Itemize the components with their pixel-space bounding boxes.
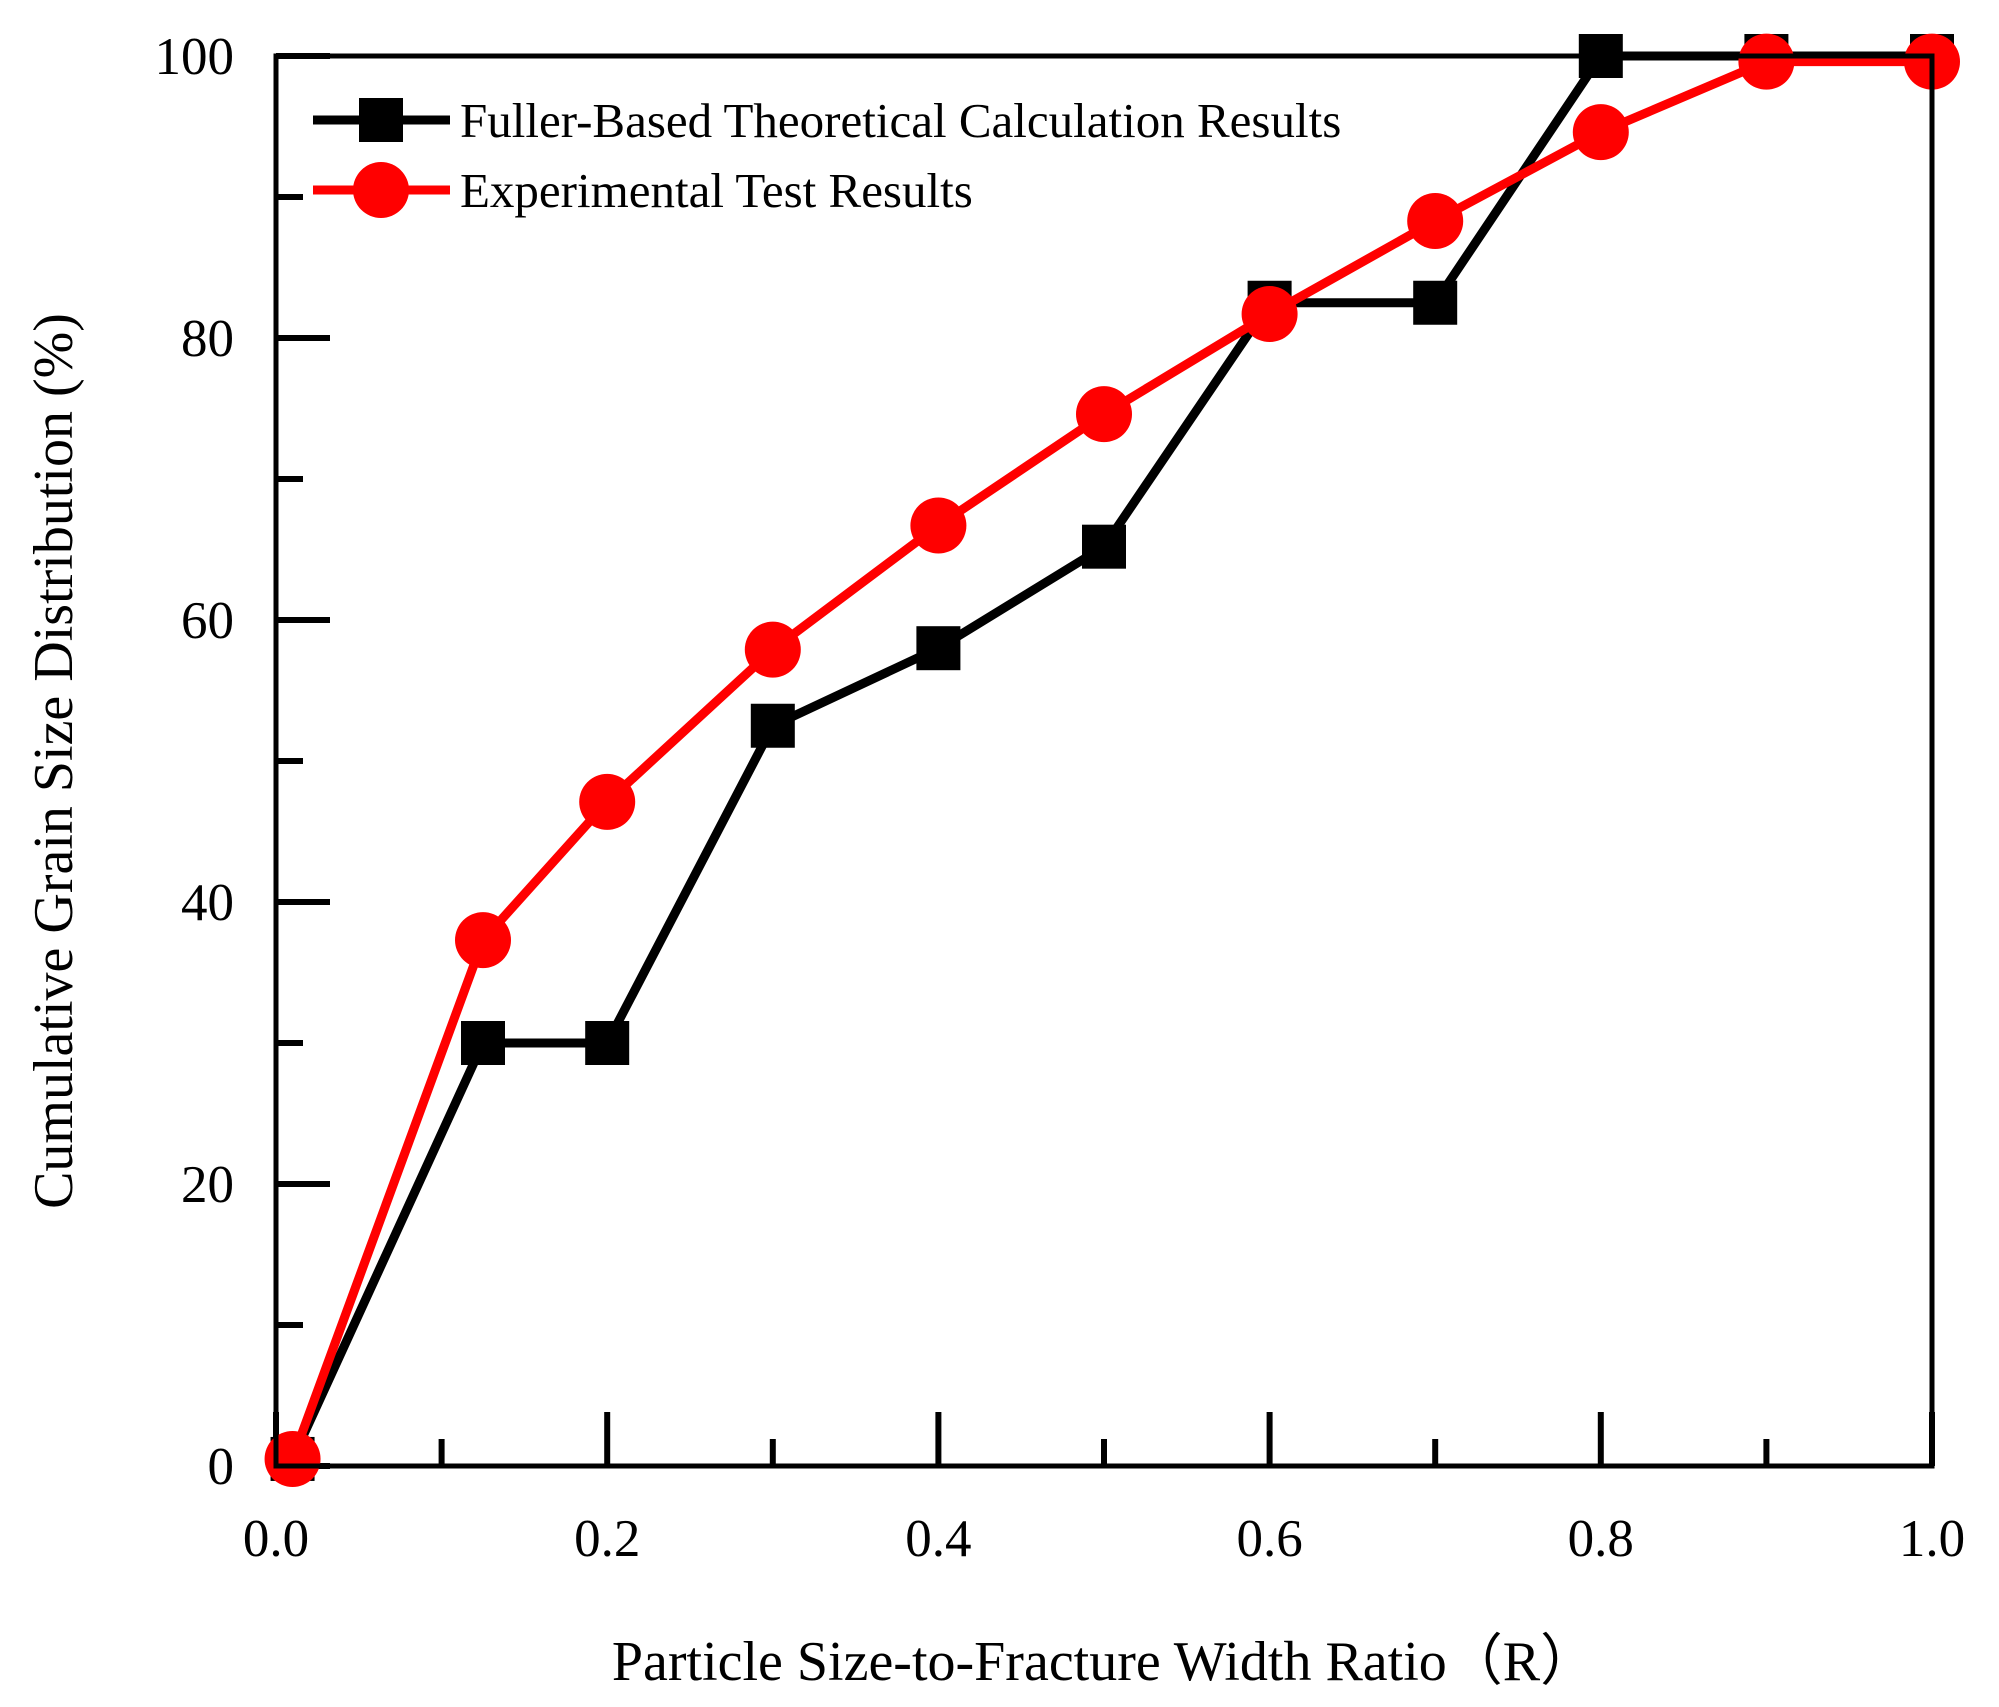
x-tick-label: 0.8 <box>1568 1510 1634 1568</box>
data-point-circle <box>1076 386 1132 443</box>
y-tick-label: 80 <box>181 310 234 368</box>
y-tick-label: 20 <box>181 1156 234 1214</box>
y-axis-tick-labels: 0 20 40 60 80 100 <box>155 28 235 1496</box>
x-axis-title: Particle Size-to-Fracture Width Ratio（R） <box>612 1631 1596 1693</box>
data-point-circle <box>579 773 636 830</box>
data-point-circle <box>264 1430 321 1487</box>
x-axis-ticks <box>273 1412 1935 1466</box>
legend-marker-square <box>359 98 403 142</box>
data-point-circle <box>744 621 801 678</box>
x-tick-label: 0.6 <box>1236 1510 1302 1568</box>
x-tick-label: 1.0 <box>1899 1510 1965 1568</box>
data-point-square <box>585 1021 630 1065</box>
y-tick-label: 0 <box>208 1438 235 1496</box>
x-tick-label: 0.0 <box>243 1510 309 1568</box>
data-point-square <box>461 1021 505 1065</box>
legend-label: Experimental Test Results <box>460 163 973 218</box>
data-point-circle <box>455 912 511 969</box>
data-point-circle <box>910 497 967 554</box>
y-tick-label: 40 <box>181 874 234 932</box>
data-point-circle <box>1738 33 1795 90</box>
data-point-circle <box>1407 192 1464 249</box>
series-experimental <box>264 33 1960 1487</box>
legend-item: Fuller-Based Theoretical Calculation Res… <box>313 93 1341 148</box>
legend-item: Experimental Test Results <box>313 162 973 218</box>
x-tick-label: 0.2 <box>574 1510 640 1568</box>
data-point-square <box>1082 524 1126 569</box>
legend-marker-circle <box>353 162 409 218</box>
data-point-circle <box>1241 286 1298 343</box>
x-axis-tick-labels: 0.0 0.2 0.4 0.6 0.8 1.0 <box>243 1510 1965 1568</box>
legend-label: Fuller-Based Theoretical Calculation Res… <box>460 93 1341 148</box>
data-point-square <box>1413 280 1458 325</box>
data-point-square <box>750 703 795 748</box>
y-axis-title: Cumulative Grain Size Distribution (%) <box>23 313 85 1209</box>
x-tick-label: 0.4 <box>905 1510 971 1568</box>
y-tick-label: 100 <box>155 28 235 86</box>
legend: Fuller-Based Theoretical Calculation Res… <box>313 93 1341 218</box>
y-tick-label: 60 <box>181 592 234 650</box>
data-point-circle <box>1572 104 1629 161</box>
plot-frame <box>273 53 1935 1469</box>
data-point-square <box>916 626 961 671</box>
